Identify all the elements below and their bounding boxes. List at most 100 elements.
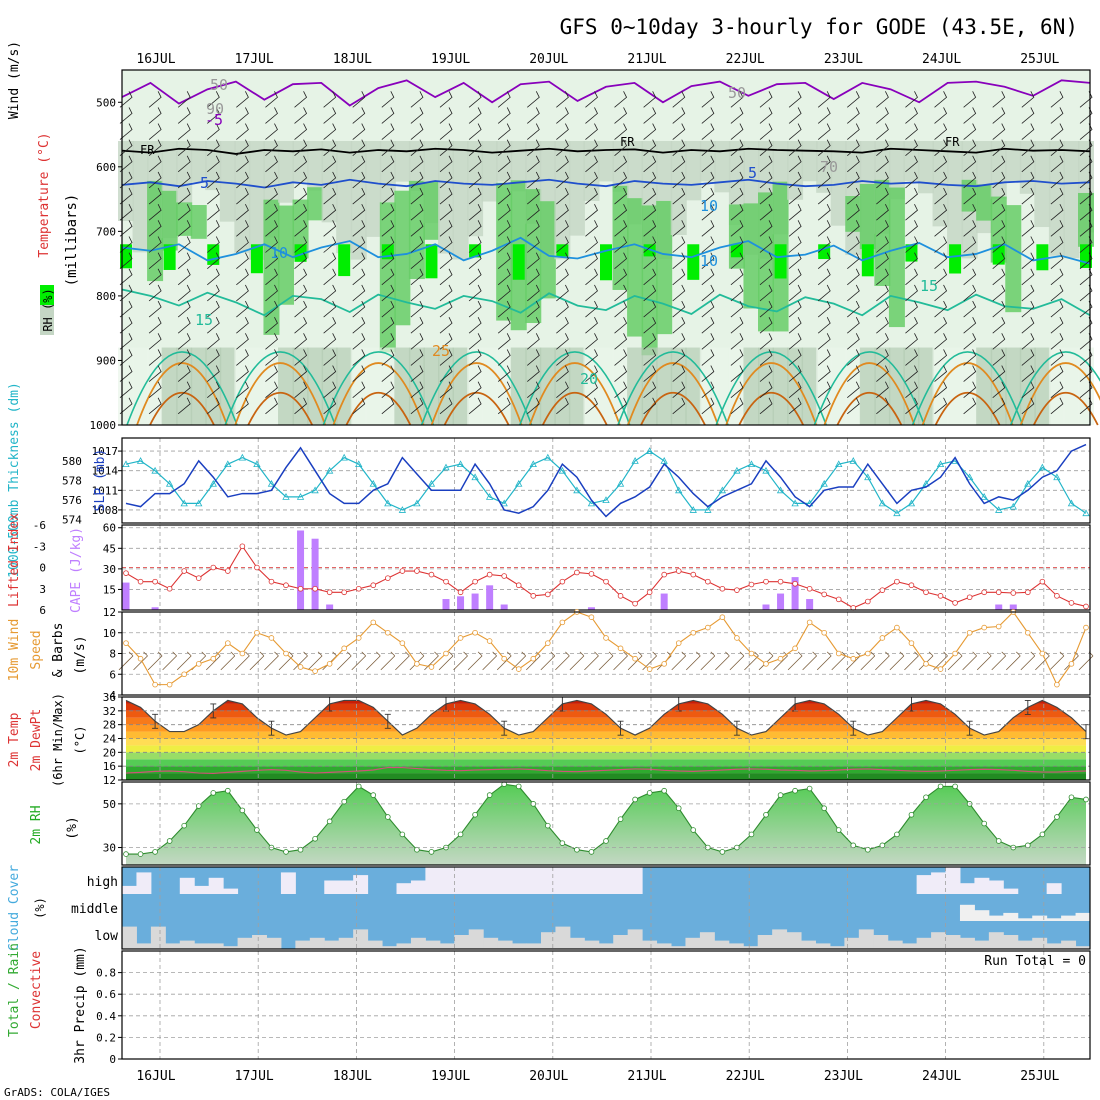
lifted-index-marker — [763, 578, 769, 585]
wind-barb — [381, 381, 395, 399]
wind-barb — [294, 171, 308, 189]
cloud-bar-low — [179, 940, 195, 949]
rh-shade — [394, 141, 411, 182]
wind-barb — [265, 333, 278, 350]
lifted-index-marker — [137, 578, 144, 585]
precip-frame — [121, 950, 1091, 1060]
wind-barb — [643, 349, 657, 366]
thickness-marker — [515, 479, 523, 487]
cloud-bar-low — [353, 929, 369, 949]
wind-barb — [788, 171, 802, 189]
thickness-marker — [776, 486, 785, 494]
wind-barb — [905, 107, 918, 124]
wind-barb-10m — [540, 651, 556, 671]
rh-marker — [719, 849, 726, 855]
wind-barb — [207, 268, 220, 286]
wind-barb — [265, 123, 278, 140]
wind-barb-10m — [220, 651, 236, 671]
wind-barb — [614, 381, 628, 399]
isotherm-30-arch — [1032, 392, 1099, 426]
lifted-index-marker — [792, 580, 798, 587]
wind-barb — [119, 123, 133, 140]
wind-speed-marker — [1039, 650, 1046, 657]
lifted-index-marker — [355, 585, 362, 592]
thickness-marker — [442, 463, 450, 471]
cloud-cover-panel: high middle low Cloud Cover (%) — [7, 865, 1091, 951]
rh-shade — [947, 141, 964, 256]
wind-barb — [527, 300, 540, 318]
pressure-label: 600 — [96, 161, 116, 174]
wind-speed-marker — [966, 629, 973, 636]
wind-barb — [439, 268, 453, 286]
cloud-bar-low — [598, 943, 614, 949]
cloud-bar-middle — [959, 904, 975, 921]
wind-barb — [497, 317, 511, 334]
li-tick-label: -3 — [33, 540, 46, 553]
wind-barb — [468, 139, 482, 156]
wind-barb — [323, 139, 337, 156]
thickness-marker — [980, 493, 988, 500]
wind-barb — [701, 107, 715, 124]
rh-marker — [486, 792, 493, 798]
wind-barb — [265, 187, 278, 205]
wind-barb — [730, 155, 744, 173]
wind-barb — [876, 284, 889, 302]
wind-barb — [1050, 284, 1064, 302]
cloud-bar-high — [974, 877, 990, 894]
cape-right-label: 60 — [103, 522, 116, 535]
rh-shade — [905, 244, 918, 262]
wind-barb — [876, 317, 889, 334]
wind-barb — [672, 236, 686, 253]
thickness-marker — [500, 499, 508, 507]
rh-marker — [879, 842, 886, 849]
wind-barb — [468, 252, 482, 269]
wind-barb-10m — [1005, 651, 1021, 671]
rh-shade — [336, 141, 353, 254]
rh-marker — [472, 811, 478, 818]
cloud-bar-low — [194, 943, 210, 949]
wind-barb — [701, 187, 715, 205]
wind-barb — [556, 333, 569, 350]
wind-barb-10m — [962, 651, 977, 671]
thickness-marker — [907, 499, 916, 507]
wind-barb — [352, 155, 366, 173]
bottom-date-label: 17JUL — [235, 1069, 274, 1084]
isotherm-20-arch — [224, 351, 336, 426]
rh-shade — [598, 347, 614, 425]
wind-barb — [352, 171, 366, 189]
contour-label: FR — [620, 135, 635, 149]
wind-barb — [1021, 204, 1035, 221]
wind-barb — [876, 365, 889, 382]
wind-barb — [439, 220, 453, 237]
wind-barb — [963, 300, 977, 318]
rh-marker — [225, 787, 231, 794]
wind-barb-10m — [613, 651, 628, 671]
thickness-marker — [893, 509, 901, 517]
lifted-index-marker — [588, 571, 595, 577]
rh-marker — [457, 831, 464, 838]
cloud-bar-high — [945, 867, 961, 894]
wind-barb-10m — [322, 651, 337, 671]
wind-barb — [701, 252, 715, 269]
wind-barb-10m — [627, 651, 643, 671]
wind-barb — [236, 284, 249, 302]
wind-barb-10m — [787, 651, 803, 671]
wind-barb — [963, 317, 977, 334]
wind-barb-10m — [656, 651, 672, 671]
thickness-marker — [282, 493, 290, 500]
wind-barb — [294, 333, 308, 350]
rh-marker — [763, 811, 769, 818]
wind-barb — [701, 204, 715, 221]
wind-barb — [381, 397, 395, 415]
wind-barb — [439, 123, 453, 140]
wind-barb — [468, 333, 482, 350]
wind-barb — [643, 252, 657, 269]
rh-marker — [1039, 831, 1046, 838]
thickness-marker — [253, 460, 261, 468]
cloud-bar-low — [931, 932, 947, 949]
wind-barb — [934, 91, 948, 108]
wind-frame — [121, 611, 1091, 696]
rh-marker — [792, 787, 798, 794]
wind-barb — [410, 139, 424, 156]
wind-barb — [497, 252, 511, 269]
